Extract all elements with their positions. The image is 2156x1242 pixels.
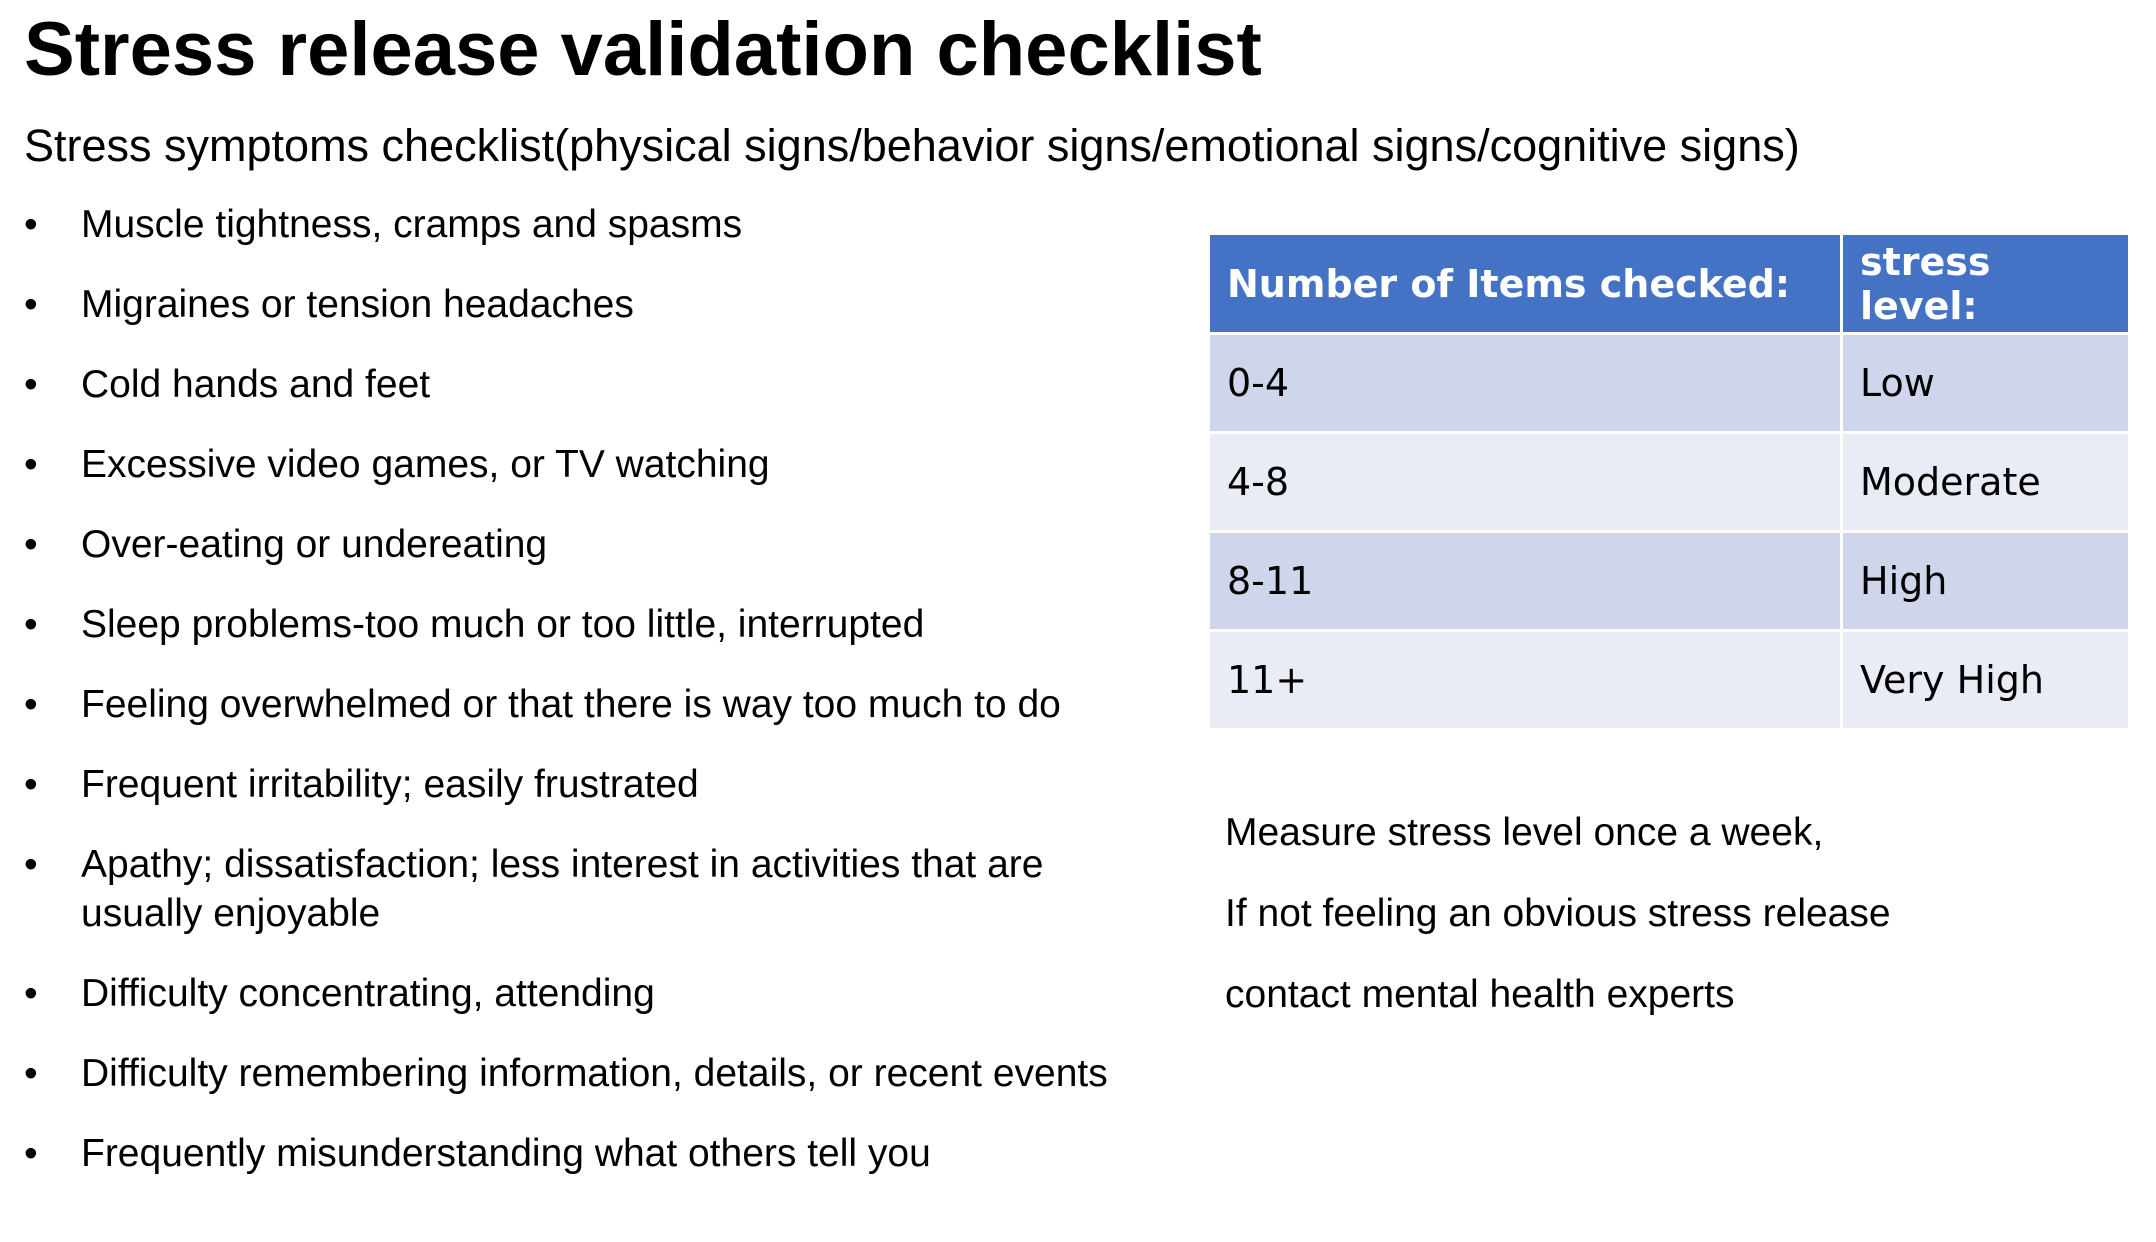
stress-level-cell: Very High xyxy=(1840,629,2131,731)
stress-level-table: Number of Items checked: stress level: 0… xyxy=(1207,232,2131,731)
symptom-item: Sleep problems-too much or too little, i… xyxy=(24,600,1154,649)
symptom-item: Difficulty remembering information, deta… xyxy=(24,1049,1154,1098)
table-row: 4-8 Moderate xyxy=(1207,431,2131,533)
items-count-cell: 4-8 xyxy=(1207,431,1843,533)
symptom-checklist: Muscle tightness, cramps and spasms Migr… xyxy=(24,200,1154,1209)
stress-level-cell: Low xyxy=(1840,332,2131,434)
symptom-item: Muscle tightness, cramps and spasms xyxy=(24,200,1154,249)
note-line: contact mental health experts xyxy=(1225,973,1735,1016)
stress-level-cell: Moderate xyxy=(1840,431,2131,533)
measurement-note: Measure stress level once a week, If not… xyxy=(1225,808,2125,1051)
symptom-item: Cold hands and feet xyxy=(24,360,1154,409)
header-stress-level: stress level: xyxy=(1840,232,2131,335)
table-row: 8-11 High xyxy=(1207,530,2131,632)
items-count-cell: 8-11 xyxy=(1207,530,1843,632)
symptom-item: Excessive video games, or TV watching xyxy=(24,440,1154,489)
symptom-item: Frequent irritability; easily frustrated xyxy=(24,760,1154,809)
table-row: 0-4 Low xyxy=(1207,332,2131,434)
items-count-cell: 0-4 xyxy=(1207,332,1843,434)
note-line: Measure stress level once a week, xyxy=(1225,811,1824,854)
header-items-checked: Number of Items checked: xyxy=(1207,232,1843,335)
table-header-row: Number of Items checked: stress level: xyxy=(1207,232,2131,335)
symptom-item: Migraines or tension headaches xyxy=(24,280,1154,329)
note-line: If not feeling an obvious stress release xyxy=(1225,892,1891,935)
items-count-cell: 11+ xyxy=(1207,629,1843,731)
symptom-item: Difficulty concentrating, attending xyxy=(24,969,1154,1018)
symptom-item: Over-eating or undereating xyxy=(24,520,1154,569)
symptom-item: Frequently misunderstanding what others … xyxy=(24,1129,1154,1178)
table-row: 11+ Very High xyxy=(1207,629,2131,731)
page-title: Stress release validation checklist xyxy=(24,7,1262,92)
symptom-item: Apathy; dissatisfaction; less interest i… xyxy=(24,840,1154,938)
symptom-item: Feeling overwhelmed or that there is way… xyxy=(24,680,1154,729)
stress-level-cell: High xyxy=(1840,530,2131,632)
page-subtitle: Stress symptoms checklist(physical signs… xyxy=(24,120,1800,171)
